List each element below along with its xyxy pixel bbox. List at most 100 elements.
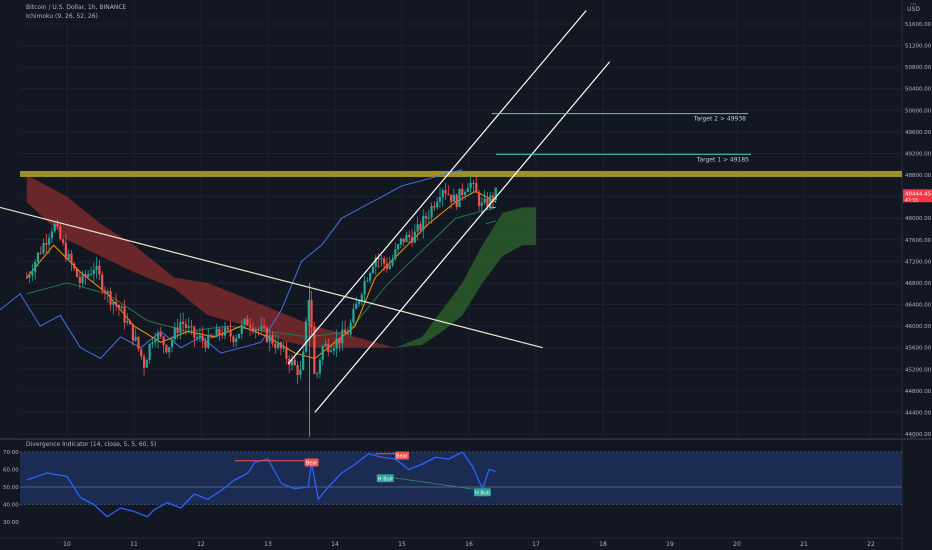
symbol-title: Bitcoin / U.S. Dollar, 1h, BINANCE bbox=[26, 4, 127, 11]
candle-body bbox=[321, 346, 324, 360]
last-price-badge bbox=[903, 189, 932, 203]
base-tail bbox=[485, 220, 496, 225]
candle-body bbox=[279, 342, 282, 349]
candle-body bbox=[310, 300, 313, 327]
candle-body bbox=[103, 290, 107, 294]
osc-tick-label: 70.00 bbox=[3, 450, 19, 456]
candle-body bbox=[307, 300, 310, 322]
candle-body bbox=[182, 321, 185, 324]
candle-body bbox=[346, 333, 349, 335]
candle-body bbox=[349, 322, 352, 335]
candle-body bbox=[126, 321, 129, 323]
candle-body bbox=[260, 326, 263, 330]
candle-body bbox=[433, 205, 436, 208]
candle-body bbox=[489, 195, 492, 207]
candle-body bbox=[452, 194, 456, 202]
candle-body bbox=[229, 329, 232, 337]
target-label: Target 2 > 49938 bbox=[693, 116, 746, 123]
candle-body bbox=[78, 276, 81, 284]
osc-tick-label: 50.00 bbox=[3, 485, 19, 491]
candle-body bbox=[187, 326, 190, 328]
candle-body bbox=[324, 343, 327, 347]
candle-body bbox=[274, 343, 277, 348]
candle-body bbox=[383, 258, 386, 264]
more-icon[interactable]: ⋯ bbox=[910, 0, 917, 8]
candle-body bbox=[357, 300, 361, 304]
price-tick-label: 49600.00 bbox=[905, 130, 932, 136]
price-tick-label: 47200.00 bbox=[905, 259, 932, 265]
candle-body bbox=[39, 252, 42, 254]
candle-body bbox=[159, 332, 162, 337]
candle-body bbox=[360, 294, 363, 301]
price-tick-label: 50400.00 bbox=[905, 87, 932, 93]
candle-body bbox=[285, 346, 288, 359]
candle-body bbox=[391, 258, 394, 266]
candle-body bbox=[416, 224, 419, 232]
candle-body bbox=[98, 265, 101, 275]
time-tick-label: 14 bbox=[331, 541, 339, 548]
candle-body bbox=[304, 321, 308, 352]
candle-body bbox=[377, 257, 380, 260]
candle-body bbox=[494, 187, 497, 201]
candle-body bbox=[427, 217, 430, 219]
candle-body bbox=[366, 280, 369, 282]
candle-body bbox=[198, 335, 201, 338]
osc-tick-label: 40.00 bbox=[3, 503, 19, 509]
time-tick-label: 17 bbox=[532, 541, 540, 548]
candle-body bbox=[293, 359, 296, 366]
candle-body bbox=[341, 329, 344, 344]
candle-body bbox=[327, 343, 330, 352]
candle-body bbox=[355, 303, 358, 310]
candle-body bbox=[480, 202, 483, 206]
candle-body bbox=[131, 324, 134, 341]
time-tick-label: 21 bbox=[800, 541, 808, 548]
candle-body bbox=[262, 326, 266, 328]
price-tick-label: 46000.00 bbox=[905, 324, 932, 330]
candle-body bbox=[388, 265, 391, 269]
candle-body bbox=[396, 244, 400, 250]
candle-body bbox=[226, 327, 229, 330]
candle-body bbox=[458, 188, 461, 207]
candle-body bbox=[53, 223, 56, 232]
candle-body bbox=[156, 332, 160, 340]
candle-body bbox=[466, 187, 469, 193]
candle-body bbox=[151, 342, 154, 345]
time-tick-label: 22 bbox=[867, 541, 875, 548]
bear-label: Bear bbox=[396, 454, 409, 460]
candle-body bbox=[251, 327, 255, 332]
ichimoku-cloud-bearish bbox=[26, 175, 396, 348]
candle-body bbox=[424, 216, 428, 219]
candle-body bbox=[201, 335, 204, 342]
candle-body bbox=[193, 326, 196, 338]
candle-body bbox=[302, 351, 305, 370]
time-tick-label: 10 bbox=[63, 541, 71, 548]
candle-body bbox=[461, 188, 464, 196]
hidden-bull-line bbox=[385, 476, 483, 491]
time-tick-label: 12 bbox=[197, 541, 205, 548]
candle-body bbox=[408, 234, 411, 237]
candle-body bbox=[232, 336, 235, 343]
candle-body bbox=[257, 329, 260, 331]
candle-body bbox=[134, 336, 137, 341]
candle-body bbox=[369, 273, 372, 281]
candle-body bbox=[237, 333, 241, 339]
candle-body bbox=[221, 334, 224, 336]
candle-body bbox=[36, 252, 40, 262]
candle-body bbox=[335, 338, 338, 349]
candle-body bbox=[405, 234, 408, 243]
candle-body bbox=[282, 346, 285, 349]
candle-body bbox=[290, 359, 294, 366]
candle-body bbox=[50, 231, 54, 238]
candle-body bbox=[154, 339, 157, 343]
candle-body bbox=[64, 242, 67, 260]
candle-body bbox=[73, 263, 76, 269]
candle-body bbox=[212, 336, 215, 338]
candle-body bbox=[89, 273, 93, 275]
hidden-bull-label: H Bull bbox=[475, 490, 490, 496]
candle-body bbox=[385, 263, 389, 269]
candle-body bbox=[316, 373, 319, 375]
candle-body bbox=[430, 205, 433, 218]
pane-more-icon[interactable]: ⋯ bbox=[910, 433, 917, 441]
candle-body bbox=[92, 269, 95, 274]
